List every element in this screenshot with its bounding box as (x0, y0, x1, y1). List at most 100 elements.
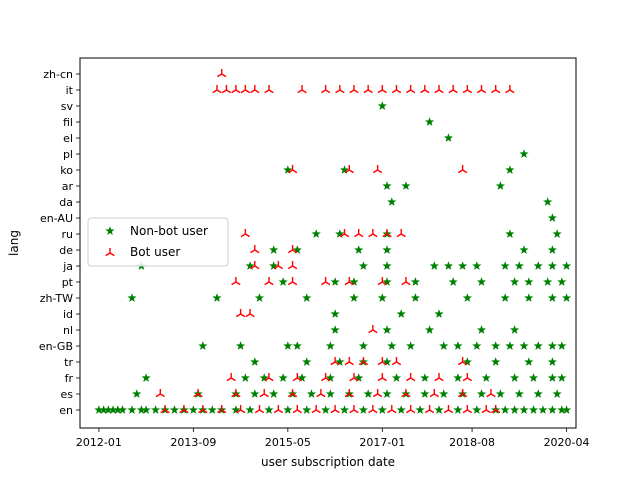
star-point (325, 341, 335, 350)
tri-point (387, 405, 397, 414)
star-point (453, 373, 463, 382)
tri-point (368, 229, 378, 238)
star-point (472, 341, 482, 350)
star-point (500, 405, 510, 414)
tri-point (354, 229, 364, 238)
star-point (340, 405, 350, 414)
x-axis: 2012-01 2013-09 2015-05 2017-01 2018-08 2020-… (76, 428, 590, 449)
star-point (269, 245, 279, 254)
tri-point (287, 165, 298, 174)
star-point (477, 325, 487, 334)
tri-point (297, 85, 307, 94)
star-point (292, 341, 302, 350)
series-bot (155, 69, 515, 414)
star-point (514, 389, 524, 398)
star-point (562, 405, 572, 414)
star-point (533, 341, 543, 350)
star-point (382, 357, 392, 366)
star-point (269, 261, 279, 270)
star-point (538, 405, 548, 414)
tri-point (221, 85, 232, 94)
star-point (557, 405, 567, 414)
star-point (396, 405, 406, 414)
tri-point (358, 357, 369, 366)
star-point (477, 277, 487, 286)
x-tick-label: 2020-04 (544, 436, 590, 449)
tri-point (316, 389, 326, 398)
star-point (169, 405, 179, 414)
y-tick-label: id (63, 308, 73, 321)
star-point (524, 357, 534, 366)
y-tick-label: da (59, 196, 73, 209)
star-point (236, 341, 246, 350)
star-point (472, 405, 482, 414)
tri-point (264, 277, 274, 286)
y-tick-label: zh-cn (43, 68, 73, 81)
tri-point (264, 85, 274, 94)
tri-point (217, 405, 227, 414)
data-marks (94, 69, 572, 414)
star-point (453, 341, 463, 350)
y-tick-label: en-AU (40, 212, 73, 225)
tri-point (240, 85, 250, 94)
tri-point (481, 405, 491, 414)
star-point (472, 261, 482, 270)
tri-point (462, 405, 473, 414)
star-point (335, 229, 345, 238)
star-point (358, 341, 368, 350)
star-point (269, 389, 279, 398)
star-point (439, 341, 449, 350)
tri-point (179, 405, 189, 414)
star-point (283, 405, 293, 414)
star-point (306, 389, 316, 398)
star-point (382, 181, 392, 190)
star-point (547, 341, 557, 350)
star-point (396, 309, 406, 318)
star-point (259, 373, 269, 382)
tri-point (424, 405, 435, 414)
y-tick-label: fr (65, 372, 74, 385)
tri-point (476, 85, 487, 94)
y-tick-label: it (66, 84, 74, 97)
tri-point (250, 245, 260, 254)
tri-point (505, 85, 515, 94)
star-point (330, 309, 340, 318)
star-point (250, 357, 260, 366)
star-point (391, 373, 402, 382)
tri-point (231, 85, 241, 94)
tri-point (320, 373, 331, 382)
star-point (250, 389, 260, 398)
x-tick-label: 2018-08 (449, 436, 495, 449)
tri-point (235, 309, 246, 318)
star-point (387, 197, 397, 206)
tri-point (226, 373, 236, 382)
legend-star-mark (105, 226, 115, 235)
tri-point (287, 389, 298, 398)
star-point (434, 405, 444, 414)
star-point (547, 261, 557, 270)
tri-point (245, 309, 255, 318)
tri-point (198, 405, 208, 414)
star-point (212, 293, 222, 302)
star-point (377, 101, 387, 110)
tri-point (344, 165, 354, 174)
y-tick-label: nl (63, 324, 73, 337)
star-point (557, 341, 567, 350)
x-tick-label: 2012-01 (76, 436, 122, 449)
star-point (382, 389, 392, 398)
star-point (240, 373, 250, 382)
tri-point (344, 277, 354, 286)
tri-point (250, 261, 260, 270)
legend-tri-icon (105, 248, 115, 257)
tri-point (320, 277, 331, 286)
tri-point (462, 373, 473, 382)
tri-point (320, 85, 331, 94)
star-point (543, 197, 553, 206)
star-point (458, 261, 468, 270)
tri-point (335, 85, 345, 94)
star-point (557, 277, 567, 286)
tri-point (406, 405, 416, 414)
star-point (103, 405, 113, 414)
star-point (231, 405, 241, 414)
star-point (141, 405, 151, 414)
